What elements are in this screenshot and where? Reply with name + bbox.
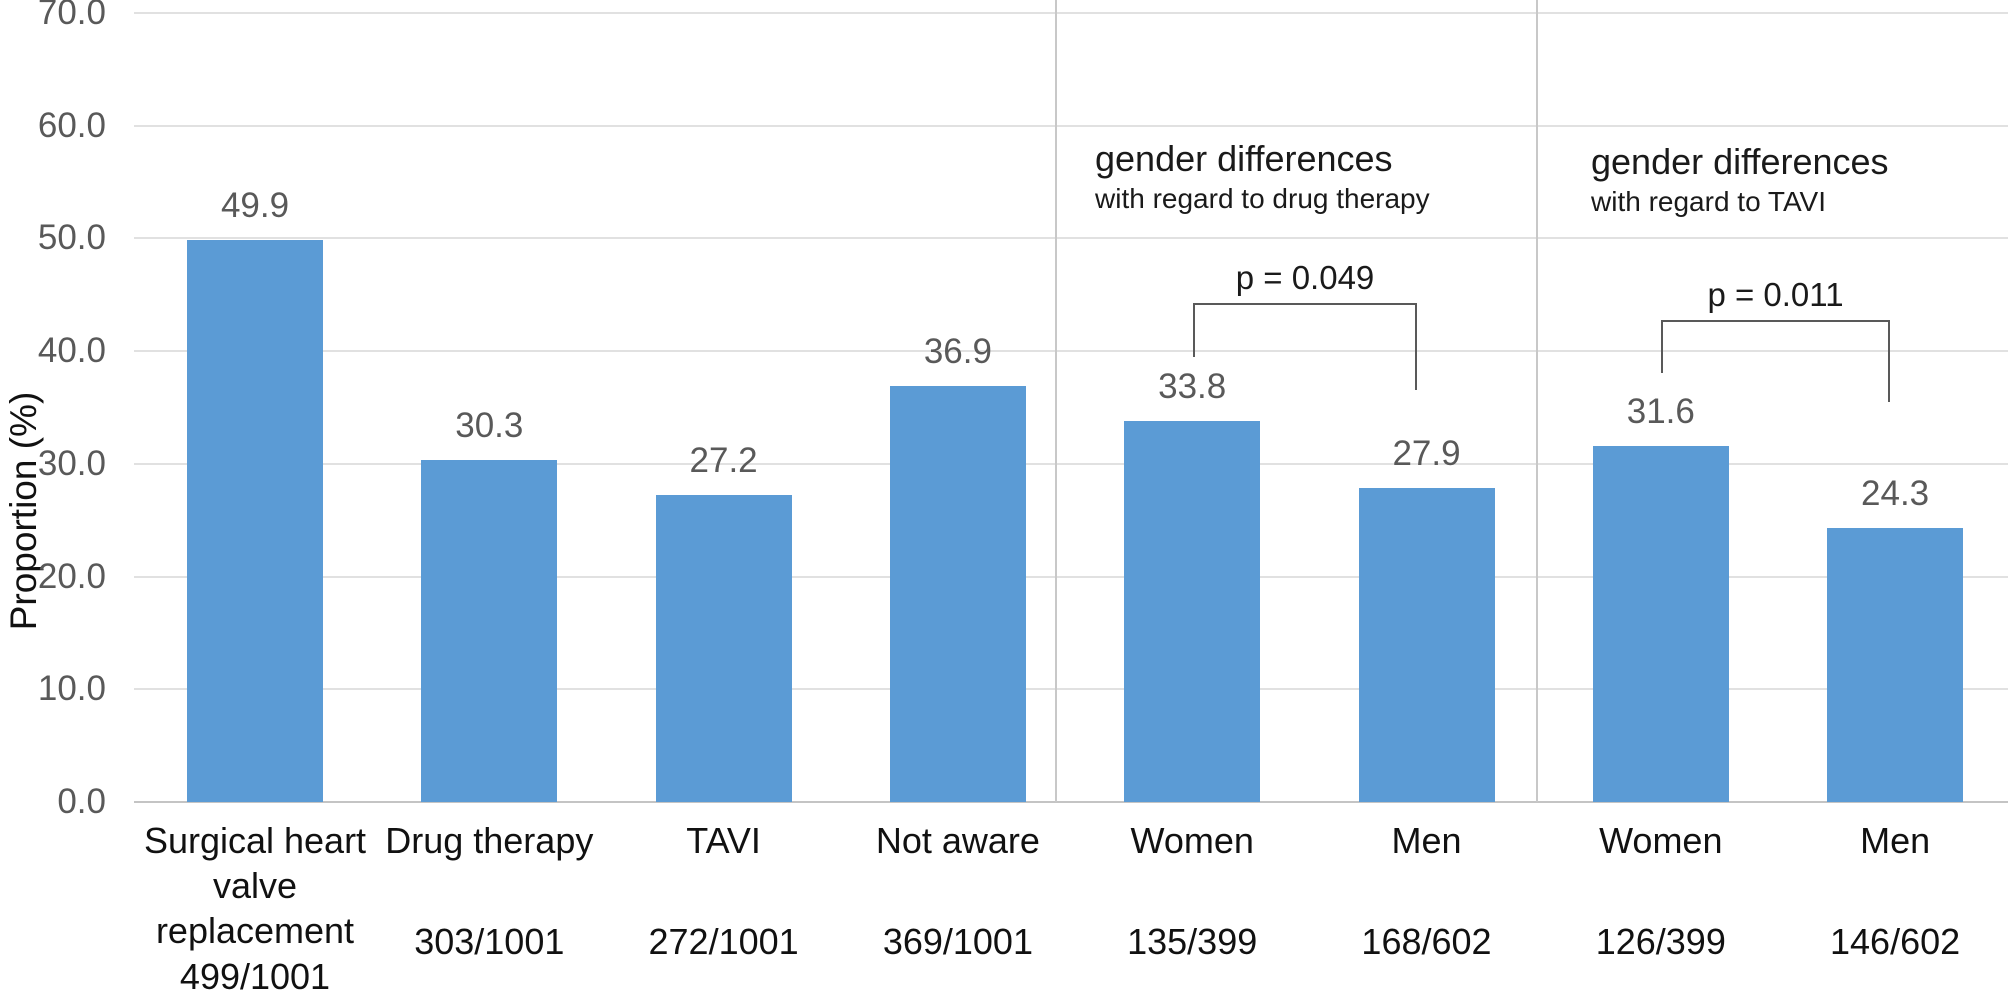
bar <box>1124 421 1261 802</box>
bar-value-label: 27.9 <box>1392 433 1461 473</box>
bar <box>655 495 792 802</box>
bar <box>1592 445 1729 802</box>
bar-value-label: 27.2 <box>689 441 758 481</box>
category-label: Surgical heart valve replacement <box>143 820 367 951</box>
gridline <box>134 688 2008 691</box>
category-label: Women <box>1599 820 1723 861</box>
y-tick-label: 70.0 <box>37 0 106 33</box>
y-tick-label: 60.0 <box>37 105 106 145</box>
bar-value-label: 30.3 <box>455 406 524 446</box>
annotation-subtitle: with regard to drug therapy <box>1095 183 1430 214</box>
significance-bracket-left-arm <box>1193 303 1195 357</box>
x-axis-line <box>134 801 2008 803</box>
annotation-title: gender differences <box>1095 138 1393 179</box>
significance-bracket-top <box>1661 320 1890 322</box>
p-value-label: p = 0.049 <box>1235 259 1375 296</box>
category-label: Men <box>1860 820 1931 861</box>
category-label: Women <box>1130 820 1254 861</box>
y-tick-label: 50.0 <box>37 218 106 258</box>
annotation-subtitle: with regard to TAVI <box>1591 186 1826 217</box>
p-value-label: p = 0.011 <box>1707 276 1844 313</box>
fraction-label: 272/1001 <box>648 921 799 962</box>
annotation-block: gender differences with regard to TAVI <box>1591 139 1889 219</box>
bar-value-label: 33.8 <box>1158 367 1227 407</box>
section-divider-line <box>1055 0 1057 802</box>
category-label: Men <box>1391 820 1462 861</box>
bar-value-label: 24.3 <box>1861 474 1930 514</box>
fraction-label: 369/1001 <box>882 921 1033 962</box>
fraction-label: 146/602 <box>1830 921 1961 962</box>
fraction-label: 135/399 <box>1127 921 1258 962</box>
bar-value-label: 31.6 <box>1626 391 1695 431</box>
significance-bracket-right-arm <box>1415 303 1417 390</box>
gridline <box>134 350 2008 353</box>
section-divider-line <box>1536 0 1538 802</box>
bar <box>421 460 558 802</box>
y-tick-label: 30.0 <box>37 443 106 483</box>
gridline <box>134 575 2008 578</box>
annotation-block: gender differences with regard to drug th… <box>1095 136 1430 216</box>
significance-bracket-top <box>1193 303 1417 305</box>
fraction-label: 303/1001 <box>414 921 565 962</box>
bar <box>187 239 323 802</box>
category-label: TAVI <box>686 820 761 861</box>
y-tick-label: 20.0 <box>37 556 106 596</box>
gridline <box>134 462 2008 465</box>
y-tick-label: 0.0 <box>57 782 106 821</box>
gridline <box>134 237 2008 240</box>
bar <box>1358 487 1495 802</box>
y-tick-label: 10.0 <box>37 669 106 709</box>
fraction-label: 126/399 <box>1595 921 1726 962</box>
category-label: Not aware <box>875 820 1040 861</box>
bar-value-label: 36.9 <box>923 332 992 372</box>
bar <box>889 386 1026 802</box>
significance-bracket-left-arm <box>1661 320 1663 373</box>
gridline <box>134 12 2008 15</box>
bar-value-label: 49.9 <box>220 185 290 225</box>
significance-bracket-right-arm <box>1888 320 1890 402</box>
annotation-title: gender differences <box>1591 141 1889 182</box>
y-tick-label: 40.0 <box>37 331 106 371</box>
category-label: Drug therapy <box>385 820 594 861</box>
fraction-label: 168/602 <box>1361 921 1492 962</box>
gridline <box>134 124 2008 127</box>
fraction-label: 499/1001 <box>179 956 331 997</box>
bar <box>1827 528 1964 802</box>
